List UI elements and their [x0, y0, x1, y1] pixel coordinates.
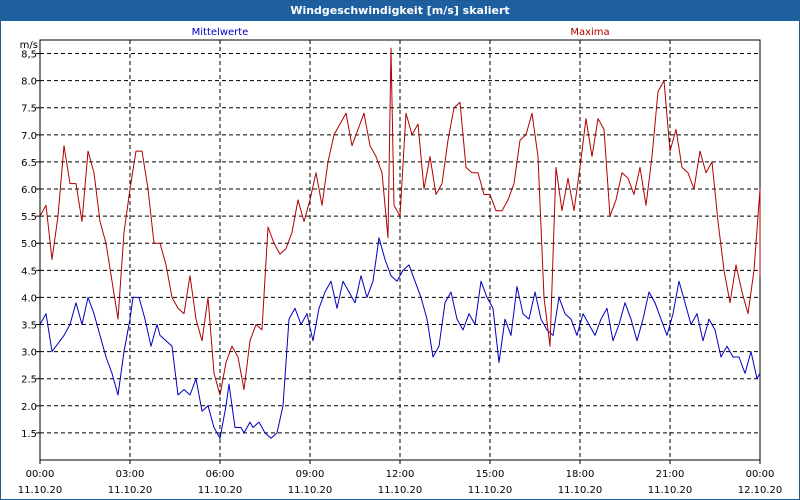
- y-tick-label: 3.5: [21, 321, 37, 332]
- y-tick-label: 6.5: [21, 158, 37, 169]
- x-tick-date-label: 11.10.20: [468, 485, 513, 496]
- y-tick-label: 7.0: [21, 131, 37, 142]
- x-tick-time-label: 03:00: [116, 469, 145, 480]
- y-tick-label: 2.5: [21, 375, 37, 386]
- x-tick-time-label: 00:00: [746, 469, 775, 480]
- x-tick-date-label: 11.10.20: [108, 485, 153, 496]
- x-tick-time-label: 06:00: [206, 469, 235, 480]
- y-tick-label: 2.0: [21, 402, 37, 413]
- x-axis-ticks: 00:00 11.10.20 03:00 11.10.20 06:00 11.10.20 0…: [18, 460, 783, 496]
- legend: Mittelwerte Maxima: [192, 27, 610, 38]
- x-tick-date-label: 11.10.20: [648, 485, 693, 496]
- y-tick-label: 5.0: [21, 239, 37, 250]
- x-tick-date-label: 11.10.20: [18, 485, 63, 496]
- x-tick-time-label: 12:00: [386, 469, 415, 480]
- x-tick-date-label: 11.10.20: [288, 485, 333, 496]
- y-axis-label: m/s: [20, 40, 38, 51]
- series-line-mittelwerte: [39, 237, 761, 439]
- x-tick-date-label: 11.10.20: [558, 485, 603, 496]
- vertical-gridlines: [129, 40, 671, 460]
- legend-entry: Mittelwerte: [192, 27, 249, 38]
- y-tick-label: 8.0: [21, 77, 37, 88]
- series-line-maxima: [39, 47, 761, 396]
- x-tick-date-label: 11.10.20: [378, 485, 423, 496]
- y-tick-label: 5.5: [21, 212, 37, 223]
- y-tick-label: 4.0: [21, 293, 37, 304]
- y-tick-label: 4.5: [21, 266, 37, 277]
- y-axis-ticks: 1.5 2.0 2.5 3.0 3.5 4.0 4.5 5.0 5.5 6.0 6.5 7.0 7.5 8…: [21, 50, 40, 440]
- x-tick-time-label: 09:00: [296, 469, 325, 480]
- y-tick-label: 1.5: [21, 429, 37, 440]
- y-tick-label: 3.0: [21, 348, 37, 359]
- y-tick-label: 7.5: [21, 104, 37, 115]
- y-tick-label: 6.0: [21, 185, 37, 196]
- data-series: [39, 47, 761, 439]
- x-tick-time-label: 18:00: [566, 469, 595, 480]
- x-tick-date-label: 12.10.20: [738, 485, 783, 496]
- x-tick-time-label: 00:00: [26, 469, 55, 480]
- y-tick-label: 8,5: [21, 50, 37, 61]
- x-tick-time-label: 21:00: [656, 469, 685, 480]
- x-tick-time-label: 15:00: [476, 469, 505, 480]
- legend-entry: Maxima: [570, 27, 609, 38]
- x-tick-date-label: 11.10.20: [198, 485, 243, 496]
- window-title: Windgeschwindigkeit [m/s] skaliert: [1, 1, 799, 21]
